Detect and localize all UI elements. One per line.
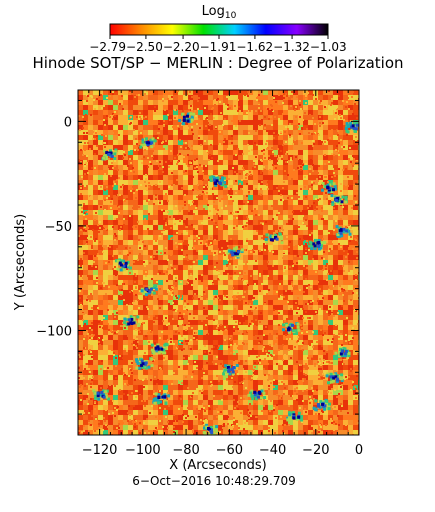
polarization-map [78,90,359,435]
x-axis-label: X (Arcseconds) [169,458,266,473]
polarization-feature [202,423,219,435]
x-tick-label: −60 [216,443,243,458]
polarization-feature [135,357,154,370]
x-tick-label: 0 [355,443,363,458]
chart-title: Hinode SOT/SP − MERLIN : Degree of Polar… [32,54,403,72]
polarization-feature [209,175,228,188]
x-tick-label: −120 [82,443,118,458]
polarization-feature [334,347,351,358]
colorbar-tick-labels: −2.79−2.50−2.20−1.91−1.62−1.32−1.03 [89,40,346,54]
y-tick-label: 0 [64,115,72,130]
polarization-feature [222,364,239,376]
polarization-feature [123,315,141,327]
x-tick-label: −20 [302,443,329,458]
polarization-feature [282,322,301,334]
y-tick-label: −50 [45,220,72,235]
colorbar-title-sub: 10 [225,11,237,21]
polarization-feature [139,137,157,149]
map-features [92,112,359,435]
y-axis-ticks: 0 −50 −100 [36,99,359,415]
polarization-feature [344,121,359,134]
colorbar-title: Log10 [202,4,237,21]
colorbar: Log10 −2.79−2.50−2.20−1.91−1.62−1.32−1.0… [89,4,346,54]
polarization-feature [226,246,244,259]
polarization-feature [321,182,338,194]
x-tick-label: −100 [125,443,161,458]
polarization-feature [312,398,331,412]
polarization-feature [286,411,304,422]
polarization-feature [325,372,344,385]
x-axis-ticks: −120 −100 −80 −60 −40 −20 0 [77,90,363,458]
colorbar-gradient [109,23,329,36]
polarization-feature [307,238,327,251]
polarization-feature [101,148,118,161]
polarization-feature [247,388,267,401]
footer-timestamp: 6−Oct−2016 10:48:29.709 [132,474,295,488]
polarization-feature [152,392,171,406]
polarization-feature [114,258,132,272]
polarization-feature [330,194,348,206]
y-tick-label: −100 [36,324,72,339]
polarization-feature [335,225,352,238]
x-tick-label: −80 [172,443,199,458]
polarization-feature [140,284,158,297]
map-cells [78,90,359,435]
plot-area: −120 −100 −80 −60 −40 −20 0 0 −50 −100 [36,89,363,458]
y-axis-label: Y (Arcseconds) [13,214,28,311]
polarization-feature [264,232,284,245]
polarization-feature [178,112,196,126]
colorbar-title-base: Log [202,4,225,19]
polarization-feature [150,342,169,355]
polarization-feature [92,389,110,401]
x-tick-label: −40 [259,443,286,458]
colorbar-ticks [109,35,329,39]
